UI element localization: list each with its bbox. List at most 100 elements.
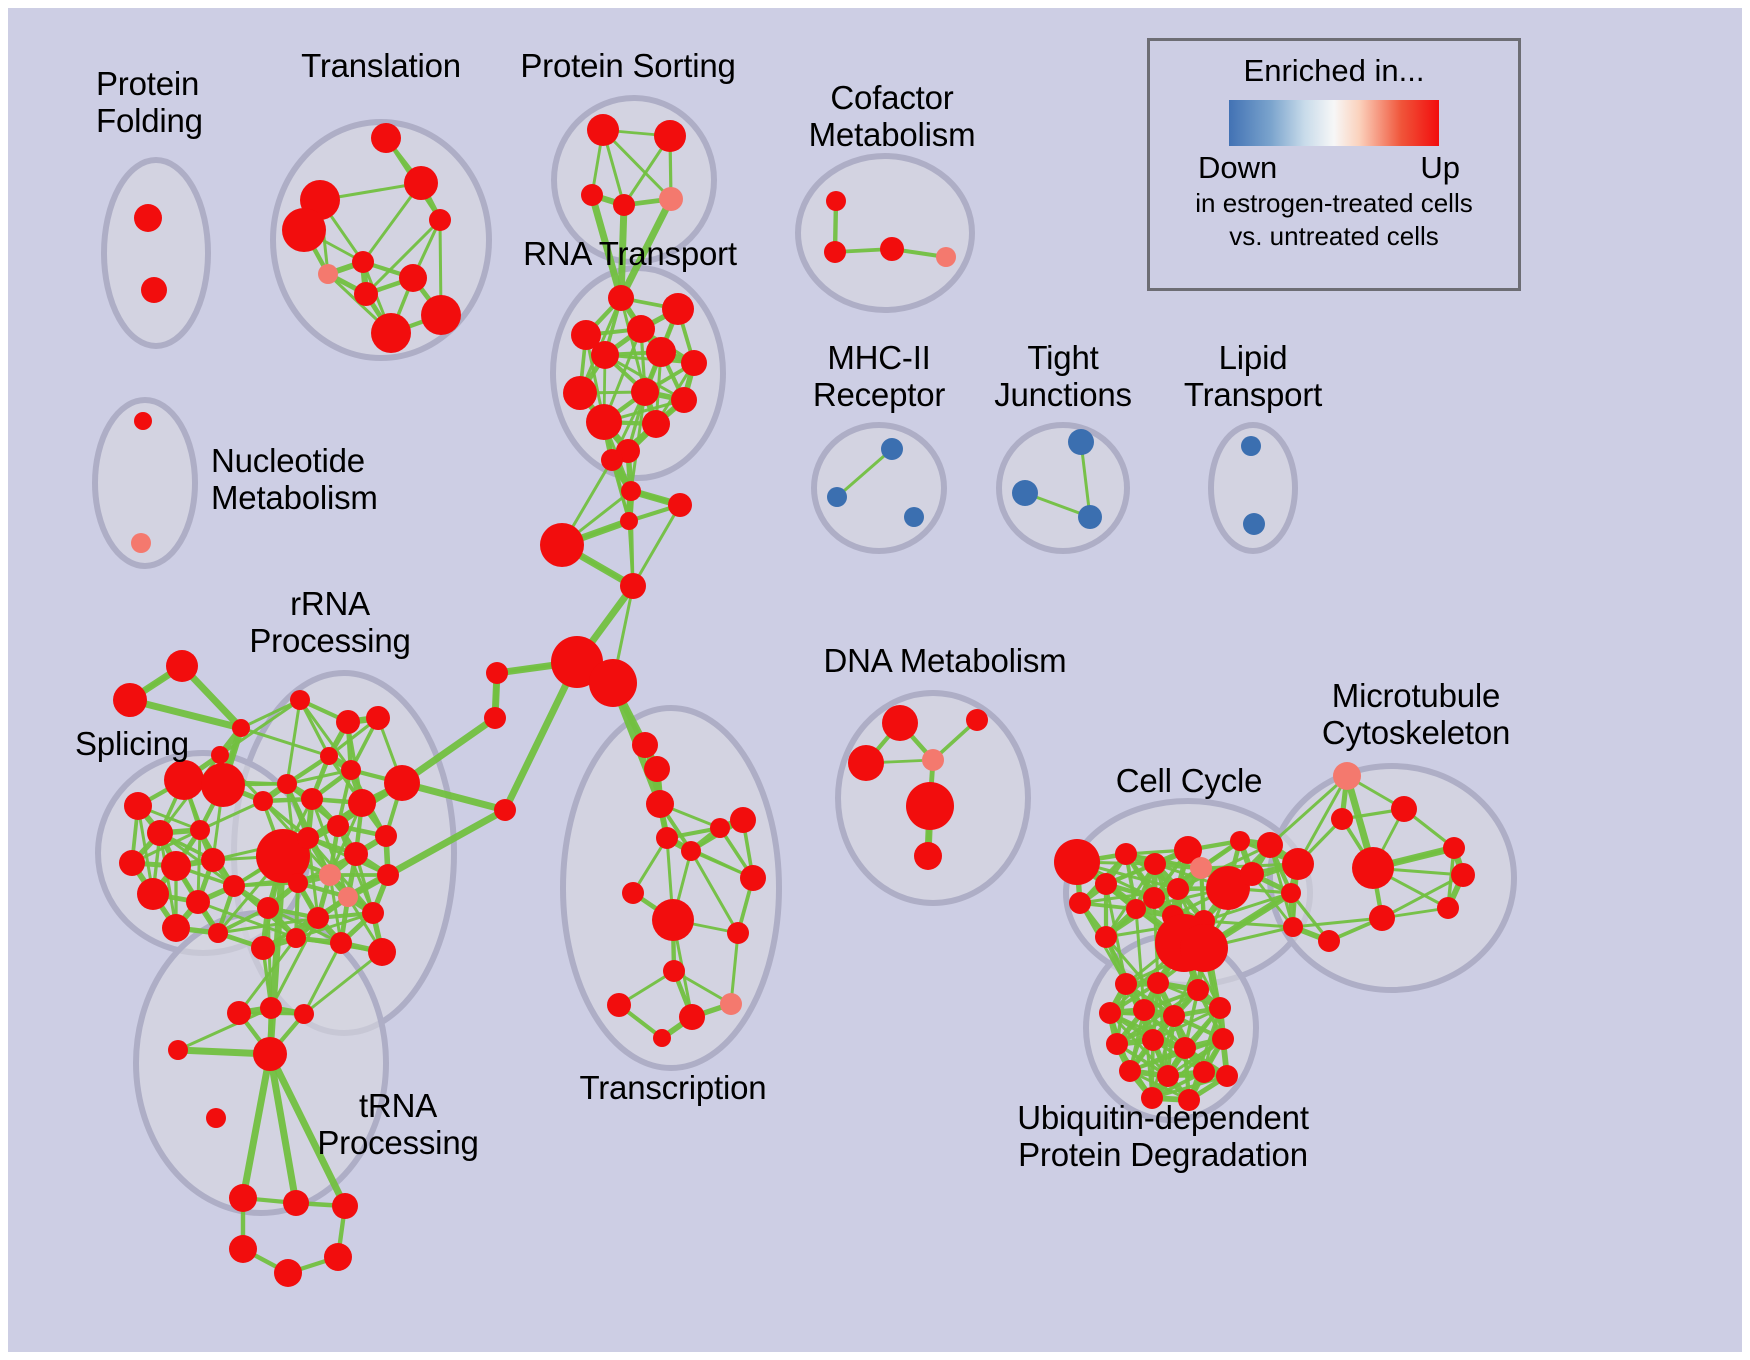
gene-set-node[interactable] — [881, 438, 903, 460]
gene-set-node[interactable] — [119, 850, 145, 876]
gene-set-node[interactable] — [251, 936, 275, 960]
gene-set-node[interactable] — [1257, 832, 1283, 858]
gene-set-node[interactable] — [653, 1029, 671, 1047]
gene-set-node[interactable] — [563, 376, 597, 410]
gene-set-node[interactable] — [229, 1235, 257, 1263]
gene-set-node[interactable] — [587, 114, 619, 146]
gene-set-node[interactable] — [211, 746, 229, 764]
gene-set-node[interactable] — [591, 341, 619, 369]
gene-set-node[interactable] — [1147, 972, 1169, 994]
gene-set-node[interactable] — [730, 807, 756, 833]
gene-set-node[interactable] — [294, 1004, 314, 1024]
gene-set-node[interactable] — [1054, 839, 1100, 885]
gene-set-node[interactable] — [324, 1243, 352, 1271]
gene-set-node[interactable] — [581, 184, 603, 206]
gene-set-node[interactable] — [362, 902, 384, 924]
gene-set-node[interactable] — [551, 636, 603, 688]
gene-set-node[interactable] — [652, 899, 694, 941]
gene-set-node[interactable] — [201, 763, 245, 807]
gene-set-node[interactable] — [113, 683, 147, 717]
gene-set-node[interactable] — [681, 350, 707, 376]
gene-set-node[interactable] — [223, 875, 245, 897]
gene-set-node[interactable] — [301, 788, 323, 810]
gene-set-node[interactable] — [201, 848, 225, 872]
gene-set-node[interactable] — [283, 1190, 309, 1216]
gene-set-node[interactable] — [740, 865, 766, 891]
gene-set-node[interactable] — [904, 507, 924, 527]
gene-set-node[interactable] — [257, 897, 279, 919]
gene-set-node[interactable] — [936, 247, 956, 267]
gene-set-node[interactable] — [332, 1193, 358, 1219]
gene-set-node[interactable] — [137, 878, 169, 910]
gene-set-node[interactable] — [1126, 899, 1146, 919]
gene-set-node[interactable] — [166, 650, 198, 682]
gene-set-node[interactable] — [1119, 1060, 1141, 1082]
gene-set-node[interactable] — [607, 993, 631, 1017]
gene-set-node[interactable] — [1099, 1002, 1121, 1024]
gene-set-node[interactable] — [1209, 997, 1231, 1019]
gene-set-node[interactable] — [404, 166, 438, 200]
gene-set-node[interactable] — [164, 760, 204, 800]
gene-set-node[interactable] — [131, 533, 151, 553]
gene-set-node[interactable] — [601, 449, 623, 471]
gene-set-node[interactable] — [1144, 853, 1166, 875]
gene-set-node[interactable] — [1437, 897, 1459, 919]
gene-set-node[interactable] — [330, 932, 352, 954]
gene-set-node[interactable] — [1174, 836, 1202, 864]
gene-set-node[interactable] — [622, 882, 644, 904]
gene-set-node[interactable] — [354, 282, 378, 306]
gene-set-node[interactable] — [375, 825, 397, 847]
gene-set-node[interactable] — [190, 820, 210, 840]
gene-set-node[interactable] — [124, 792, 152, 820]
gene-set-node[interactable] — [1391, 796, 1417, 822]
gene-set-node[interactable] — [646, 790, 674, 818]
gene-set-node[interactable] — [826, 191, 846, 211]
gene-set-node[interactable] — [589, 659, 637, 707]
gene-set-node[interactable] — [662, 293, 694, 325]
gene-set-node[interactable] — [620, 573, 646, 599]
gene-set-node[interactable] — [1115, 973, 1137, 995]
gene-set-node[interactable] — [168, 1040, 188, 1060]
gene-set-node[interactable] — [679, 1004, 705, 1030]
gene-set-node[interactable] — [1352, 847, 1394, 889]
gene-set-node[interactable] — [681, 841, 701, 861]
gene-set-node[interactable] — [824, 241, 846, 263]
gene-set-node[interactable] — [966, 709, 988, 731]
gene-set-node[interactable] — [348, 789, 376, 817]
gene-set-node[interactable] — [1216, 1065, 1238, 1087]
gene-set-node[interactable] — [663, 960, 685, 982]
gene-set-node[interactable] — [646, 337, 676, 367]
gene-set-node[interactable] — [344, 842, 368, 866]
gene-set-node[interactable] — [297, 827, 319, 849]
gene-set-node[interactable] — [642, 410, 670, 438]
gene-set-node[interactable] — [319, 864, 341, 886]
gene-set-node[interactable] — [608, 285, 634, 311]
gene-set-node[interactable] — [914, 842, 942, 870]
gene-set-node[interactable] — [162, 914, 190, 942]
gene-set-node[interactable] — [627, 315, 655, 343]
gene-set-node[interactable] — [227, 1001, 251, 1025]
gene-set-node[interactable] — [286, 928, 306, 948]
gene-set-node[interactable] — [338, 887, 358, 907]
gene-set-node[interactable] — [1174, 1037, 1196, 1059]
gene-set-node[interactable] — [421, 295, 461, 335]
gene-set-node[interactable] — [1230, 831, 1250, 851]
gene-set-node[interactable] — [484, 707, 506, 729]
gene-set-node[interactable] — [727, 922, 749, 944]
gene-set-node[interactable] — [1206, 866, 1250, 910]
gene-set-node[interactable] — [384, 765, 420, 801]
gene-set-node[interactable] — [206, 1108, 226, 1128]
gene-set-node[interactable] — [377, 864, 399, 886]
gene-set-node[interactable] — [1180, 924, 1228, 972]
gene-set-node[interactable] — [336, 710, 360, 734]
gene-set-node[interactable] — [371, 123, 401, 153]
gene-set-node[interactable] — [882, 705, 918, 741]
gene-set-node[interactable] — [277, 774, 297, 794]
gene-set-node[interactable] — [256, 829, 310, 883]
gene-set-node[interactable] — [260, 997, 282, 1019]
gene-set-node[interactable] — [1318, 930, 1340, 952]
gene-set-node[interactable] — [654, 120, 686, 152]
gene-set-node[interactable] — [659, 187, 683, 211]
gene-set-node[interactable] — [1133, 999, 1155, 1021]
gene-set-node[interactable] — [1443, 837, 1465, 859]
